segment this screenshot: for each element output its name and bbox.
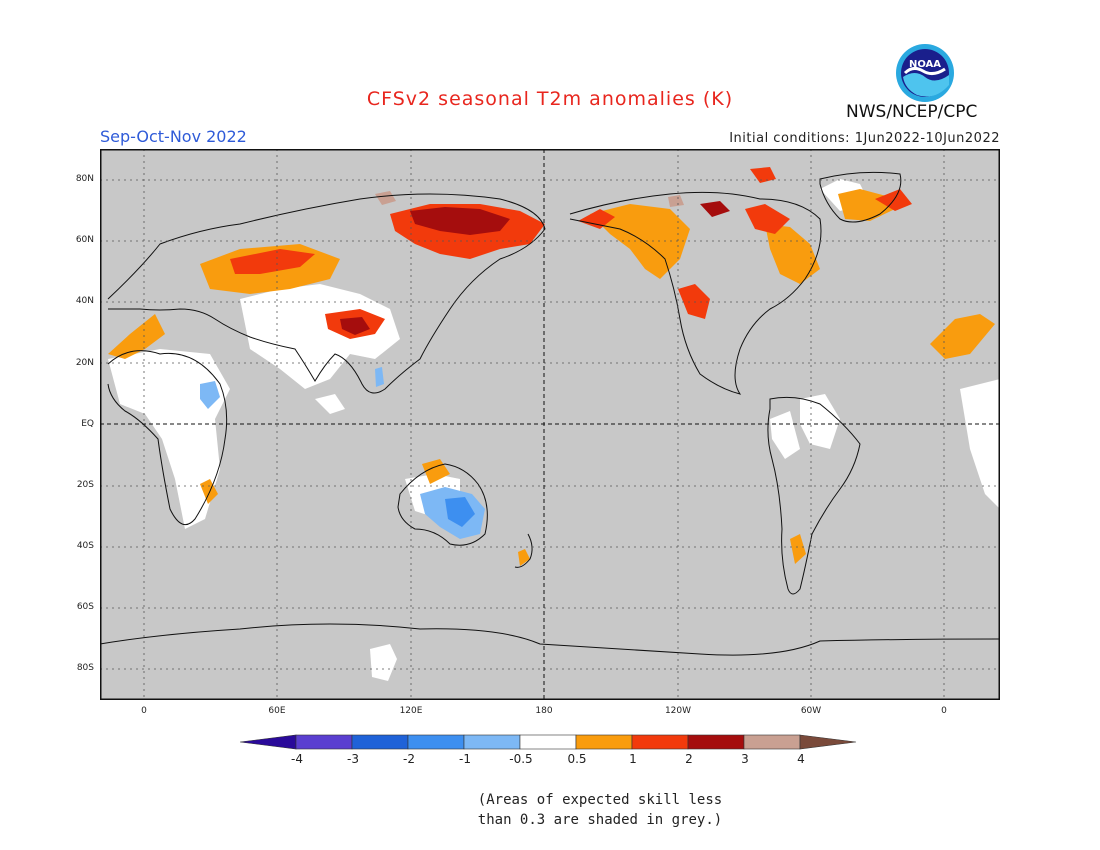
lat-label-80s: 80S	[76, 663, 94, 673]
colorbar-cell-7	[631, 734, 689, 750]
anomaly-2-3	[340, 201, 730, 335]
colorbar-cell-0	[240, 734, 297, 750]
agency-label: NWS/NCEP/CPC	[846, 102, 978, 122]
lat-label-60s: 60S	[76, 602, 94, 612]
colorbar-cell-4	[463, 734, 521, 750]
lat-label-20n: 20N	[75, 358, 94, 368]
colorbar-cell-9	[743, 734, 801, 750]
colorbar-label-minus4: -4	[291, 752, 303, 766]
noaa-logo-text: NOAA	[909, 59, 941, 70]
colorbar-cell-3	[407, 734, 465, 750]
lat-label-40s: 40S	[76, 541, 94, 551]
lon-label-0: 0	[141, 706, 147, 716]
lat-lon-grid	[100, 149, 1000, 700]
colorbar	[240, 734, 857, 750]
lon-label-0-east: 0	[941, 706, 947, 716]
initial-conditions-label: Initial conditions: 1Jun2022-10Jun2022	[729, 131, 1000, 146]
lat-label-80n: 80N	[75, 174, 94, 184]
anomaly-negative	[200, 367, 485, 539]
lon-label-60w: 60W	[800, 706, 822, 716]
colorbar-label-4: 4	[797, 752, 805, 766]
colorbar-label-minus2: -2	[403, 752, 415, 766]
colorbar-cell-6	[575, 734, 633, 750]
colorbar-cells	[240, 734, 857, 750]
equator-dateline	[100, 149, 1000, 700]
colorbar-cell-1	[295, 734, 353, 750]
colorbar-cell-10	[799, 734, 857, 750]
skill-note-line1: (Areas of expected skill less	[477, 792, 723, 808]
lon-label-180: 180	[535, 706, 553, 716]
colorbar-label-2: 2	[685, 752, 693, 766]
lat-label-eq: EQ	[81, 419, 94, 429]
lon-label-120w: 120W	[664, 706, 692, 716]
lat-label-20s: 20S	[76, 480, 94, 490]
colorbar-label-1: 1	[629, 752, 637, 766]
coastlines	[100, 171, 1000, 656]
noaa-logo-icon: NOAA	[896, 44, 954, 102]
lon-label-120e: 120E	[399, 706, 423, 716]
colorbar-label-minus1: -1	[459, 752, 471, 766]
lon-label-60e: 60E	[268, 706, 286, 716]
map-title: CFSv2 seasonal T2m anomalies (K)	[366, 88, 734, 110]
skill-note-line2: than 0.3 are shaded in grey.)	[477, 812, 723, 828]
anomaly-map	[100, 149, 1000, 700]
anomaly-3-4	[375, 191, 684, 207]
colorbar-label-3: 3	[741, 752, 749, 766]
colorbar-label-minus0.5: -0.5	[509, 752, 533, 766]
colorbar-label-0.5: 0.5	[567, 752, 587, 766]
colorbar-label-minus3: -3	[347, 752, 359, 766]
colorbar-cell-5	[519, 734, 577, 750]
lat-label-60n: 60N	[75, 235, 94, 245]
season-label: Sep-Oct-Nov 2022	[100, 127, 247, 146]
lat-label-40n: 40N	[75, 296, 94, 306]
colorbar-cell-2	[351, 734, 409, 750]
colorbar-cell-8	[687, 734, 745, 750]
